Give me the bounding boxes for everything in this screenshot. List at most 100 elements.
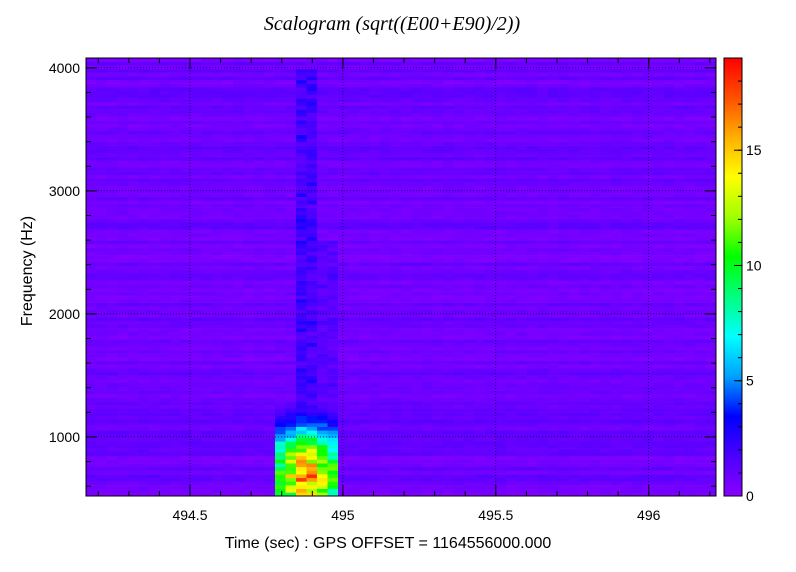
heatmap-cell [611,368,622,373]
heatmap-cell [369,225,381,230]
heatmap-cell [159,317,171,322]
heatmap-cell [569,437,580,442]
heatmap-cell [422,477,433,482]
heatmap-cell [285,277,297,281]
heatmap-cell [569,200,580,205]
heatmap-cell [285,269,297,274]
heatmap-cell [506,291,517,296]
heatmap-cell [128,273,139,278]
heatmap-cell [264,346,276,351]
heatmap-cell [411,240,423,245]
heatmap-cell [516,437,528,442]
heatmap-cell [548,346,559,351]
heatmap-cell [212,342,223,347]
heatmap-cell [432,247,444,252]
heatmap-cell [695,229,706,234]
heatmap-cell [306,204,318,208]
heatmap-cell [348,382,360,387]
heatmap-cell [600,404,612,409]
heatmap-cell [243,200,255,205]
heatmap-cell [527,390,538,395]
heatmap-cell [359,266,370,270]
heatmap-cell [117,211,129,216]
heatmap-cell [474,324,486,329]
heatmap-cell [149,240,160,245]
heatmap-cell [600,204,612,208]
heatmap-cell [464,459,475,464]
heatmap-cell [485,350,496,354]
heatmap-cell [422,371,433,376]
heatmap-cell [191,328,202,333]
heatmap-cell [212,433,223,438]
heatmap-cell [327,350,339,354]
heatmap-cell [401,401,412,406]
heatmap-cell [359,492,370,497]
heatmap-cell [159,255,171,260]
heatmap-cell [138,444,150,449]
heatmap-cell [443,218,454,223]
heatmap-cell [327,204,339,208]
heatmap-cell [359,331,370,336]
heatmap-cell [86,408,97,413]
heatmap-cell [369,218,381,223]
heatmap-cell [348,423,360,427]
heatmap-cell [684,233,696,238]
heatmap-cell [159,481,171,486]
heatmap-cell [117,459,129,464]
heatmap-cell [96,214,108,219]
heatmap-cell [180,258,192,263]
heatmap-cell [579,353,591,358]
heatmap-cell [579,229,591,234]
heatmap-cell [264,193,276,197]
heatmap-cell [432,269,444,274]
heatmap-cell [422,255,433,260]
heatmap-cell [149,426,160,431]
heatmap-cell [191,360,202,365]
heatmap-cell [432,415,444,420]
heatmap-cell [306,360,318,365]
heatmap-cell [275,415,286,420]
heatmap-cell [590,291,601,296]
heatmap-cell [411,255,423,260]
heatmap-cell [306,371,318,376]
heatmap-cell [611,463,622,468]
heatmap-cell [222,204,234,208]
heatmap-cell [149,477,160,482]
heatmap-cell [390,284,402,289]
heatmap-cell [327,324,339,329]
heatmap-cell [506,218,517,223]
heatmap-cell [306,474,318,479]
heatmap-cell [548,280,559,285]
heatmap-cell [516,423,528,427]
heatmap-cell [558,255,570,260]
heatmap-cell [348,207,360,212]
heatmap-cell [590,196,601,201]
heatmap-cell [453,295,465,300]
heatmap-cell [464,466,475,471]
heatmap-cell [327,419,339,424]
heatmap-cell [464,401,475,406]
heatmap-cell [348,200,360,205]
heatmap-cell [128,419,139,424]
heatmap-cell [170,306,181,311]
heatmap-cell [579,492,591,497]
heatmap-cell [149,284,160,289]
heatmap-cell [653,346,664,351]
heatmap-cell [569,430,580,435]
heatmap-cell [380,474,391,479]
heatmap-cell [537,412,549,416]
heatmap-cell [590,408,601,413]
heatmap-cell [317,419,328,424]
heatmap-cell [201,481,213,486]
heatmap-cell [338,430,349,435]
heatmap-cell [296,364,307,369]
heatmap-cell [663,382,675,387]
heatmap-cell [516,470,528,475]
heatmap-cell [243,255,255,260]
heatmap-cell [380,444,391,449]
heatmap-cell [432,444,444,449]
heatmap-cell [642,236,654,241]
heatmap-cell [201,302,213,307]
heatmap-cell [401,463,412,468]
heatmap-cell [432,375,444,380]
